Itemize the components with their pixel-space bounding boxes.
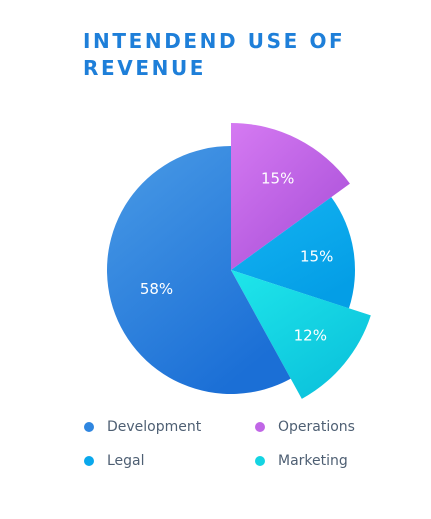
pie-label-operations: 15% (261, 169, 294, 187)
pie-slice-marketing (231, 270, 371, 399)
pie-slice-legal (231, 197, 356, 309)
pie-label-legal: 15% (300, 247, 333, 265)
pie-slice-development (106, 146, 291, 395)
pie-label-development: 58% (140, 280, 173, 298)
chart-title: INTENDEND USE OF REVENUE (83, 29, 346, 80)
pie-label-marketing: 12% (294, 327, 327, 345)
pie-slice-operations (231, 123, 350, 270)
